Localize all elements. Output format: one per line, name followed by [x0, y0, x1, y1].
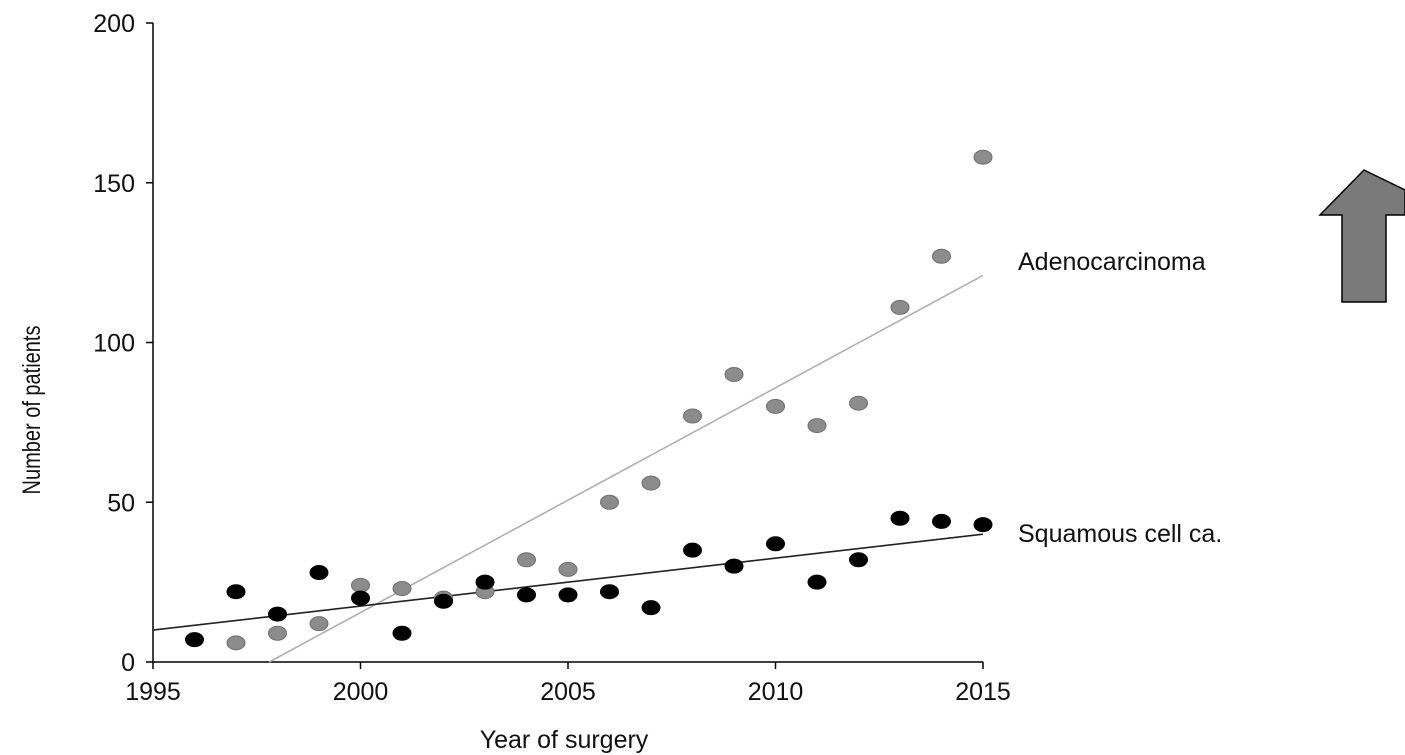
adenocarcinoma-point [766, 398, 785, 414]
adenocarcinoma-point [641, 475, 661, 491]
squamous-cell-ca-trend-line [152, 533, 984, 631]
adenocarcinoma-point [351, 577, 370, 593]
squamous-cell-ca-point [807, 574, 827, 590]
x-axis-title: Year of surgery [480, 726, 649, 754]
squamous-cell-ca-point [973, 517, 993, 533]
series-labels: Adenocarcinoma Squamous cell ca. [1018, 248, 1222, 548]
adenocarcinoma-point [683, 408, 702, 424]
data-points [185, 149, 993, 651]
squamous-cell-ca-point [766, 536, 785, 552]
squamous-cell-ca-point [849, 552, 868, 568]
squamous-cell-ca-point [226, 584, 246, 600]
up-arrow-icon [1318, 169, 1405, 303]
x-tick-label: 2005 [540, 678, 596, 706]
trend-lines [152, 274, 984, 663]
y-axis-title: Number of patients [18, 326, 46, 495]
adenocarcinoma-point [849, 395, 868, 411]
squamous-cell-ca-point [185, 632, 204, 648]
x-tick-label: 2010 [748, 678, 804, 706]
adenocarcinoma-point [268, 625, 287, 641]
squamous-cell-ca-point [392, 625, 412, 641]
adenocarcinoma-point [932, 248, 951, 264]
squamous-cell-ca-point [351, 590, 370, 606]
squamous-cell-ca-point [558, 587, 578, 603]
axes: 0 50 100 150 200 1995 2000 2005 2010 2015 [93, 10, 1011, 706]
squamous-cell-ca-point [309, 565, 329, 581]
x-ticks: 1995 2000 2005 2010 2015 [125, 662, 1011, 706]
x-tick-label: 1995 [125, 678, 181, 706]
y-tick-label: 100 [93, 330, 135, 358]
adenocarcinoma-point [890, 299, 910, 315]
y-tick-label: 0 [121, 649, 135, 677]
squamous-cell-ca-point [600, 584, 619, 600]
squamous-cell-ca-point [268, 606, 287, 622]
adenocarcinoma-point [600, 494, 619, 510]
adenocarcinoma-point [973, 149, 993, 165]
y-tick-label: 200 [93, 10, 135, 38]
adenocarcinoma-point [309, 616, 329, 632]
adenocarcinoma-point [807, 418, 827, 434]
adenocarcinoma-point [517, 552, 536, 568]
squamous-cell-ca-label: Squamous cell ca. [1018, 520, 1222, 548]
squamous-cell-ca-point [475, 574, 495, 590]
squamous-cell-ca-point [641, 600, 661, 616]
squamous-cell-ca-point [890, 510, 910, 526]
squamous-cell-ca-point [683, 542, 702, 558]
adenocarcinoma-point [226, 635, 246, 651]
x-tick-label: 2000 [333, 678, 389, 706]
squamous-cell-ca-point [932, 513, 951, 529]
adenocarcinoma-trend-line [268, 274, 984, 663]
adenocarcinoma-point [558, 561, 578, 577]
adenocarcinoma-point [392, 581, 412, 597]
squamous-cell-ca-point [517, 587, 536, 603]
squamous-cell-ca-point [724, 558, 744, 574]
y-tick-label: 150 [93, 170, 135, 198]
y-ticks: 0 50 100 150 200 [93, 10, 153, 677]
squamous-cell-ca-point [434, 593, 453, 609]
adenocarcinoma-point [724, 366, 744, 382]
x-tick-label: 2015 [955, 678, 1011, 706]
y-tick-label: 50 [107, 489, 135, 517]
adenocarcinoma-label: Adenocarcinoma [1018, 248, 1206, 276]
